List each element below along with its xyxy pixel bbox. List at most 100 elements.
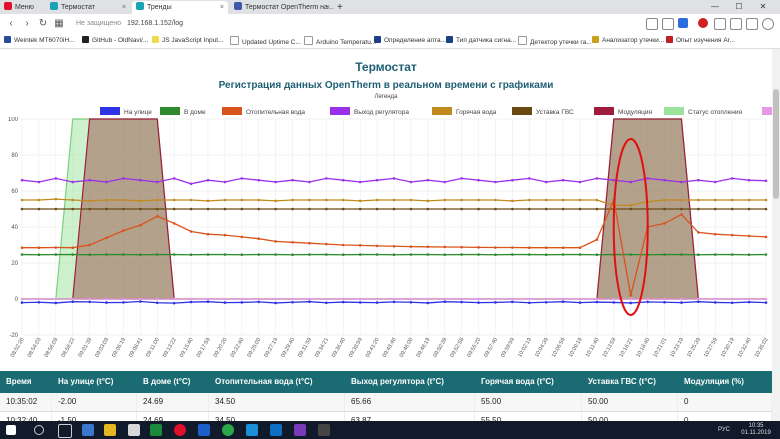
app-icon[interactable]: [150, 424, 162, 436]
keyboard-language[interactable]: РУС: [717, 427, 730, 433]
shield-icon[interactable]: [678, 18, 688, 28]
bookmark-item[interactable]: GitHub - OldNavi/...: [82, 36, 148, 46]
edge-icon[interactable]: [82, 424, 94, 436]
data-point: [477, 253, 480, 256]
outlook-icon[interactable]: [270, 424, 282, 436]
data-point: [443, 245, 447, 249]
column-header[interactable]: Отопительная вода (t°C): [215, 377, 313, 386]
data-point: [20, 301, 24, 304]
app-icon[interactable]: [198, 424, 210, 436]
legend-swatch: [100, 107, 120, 115]
tab-trends[interactable]: Тренды ×: [132, 1, 228, 14]
table-cell: 50.00: [582, 412, 678, 421]
legend-item[interactable]: Горячая вода: [432, 107, 496, 116]
data-point: [443, 207, 447, 211]
legend-swatch: [222, 107, 242, 115]
heart-icon[interactable]: [662, 18, 674, 30]
back-icon[interactable]: ‹: [9, 18, 13, 29]
data-point: [341, 178, 345, 182]
extension-icon[interactable]: [698, 18, 708, 28]
data-point: [578, 301, 582, 304]
profile-icon[interactable]: [762, 18, 774, 30]
bookmark-item[interactable]: Определение апта...: [374, 36, 446, 46]
data-point: [527, 177, 531, 180]
bookmark-item[interactable]: Тип датчика сигна...: [446, 36, 516, 46]
column-header[interactable]: На улице (t°C): [58, 377, 114, 386]
bookmark-item[interactable]: Weintek MT6070iH...: [4, 36, 75, 46]
column-header[interactable]: Уставка ГВС (t°C): [588, 377, 656, 386]
folder-icon[interactable]: [104, 424, 116, 436]
data-point: [308, 241, 311, 245]
download-icon[interactable]: [746, 18, 758, 30]
legend-item[interactable]: На улице: [100, 107, 152, 116]
close-icon[interactable]: ×: [219, 4, 224, 11]
bookmark-item[interactable]: Updated Uptime C...: [230, 36, 301, 48]
data-point: [392, 297, 396, 301]
data-point: [291, 241, 294, 244]
opera-icon[interactable]: [174, 424, 186, 436]
data-point: [477, 207, 480, 211]
legend-item[interactable]: Уставка ГВС: [512, 107, 574, 116]
whatsapp-icon[interactable]: [222, 424, 234, 436]
forward-icon[interactable]: ›: [25, 18, 29, 29]
tab-thermostat[interactable]: Термостат ×: [46, 1, 130, 14]
maximize-icon[interactable]: ☐: [735, 2, 743, 11]
scrollbar-thumb[interactable]: [773, 89, 779, 199]
data-point: [105, 253, 108, 256]
search-icon[interactable]: [34, 425, 44, 435]
minimize-icon[interactable]: —: [711, 2, 719, 11]
y-tick-label: 20: [11, 261, 18, 267]
bookmark-item[interactable]: JS JavaScript Input...: [152, 36, 223, 46]
bookmark-item[interactable]: Детектор утечки га...: [518, 36, 592, 48]
data-point: [409, 207, 413, 211]
close-icon[interactable]: ×: [121, 4, 126, 11]
data-point: [189, 253, 193, 257]
tab-opentherm[interactable]: Термостат OpenTherm на... ×: [230, 1, 334, 14]
column-header[interactable]: Модуляция (%): [684, 377, 744, 386]
camera-icon[interactable]: [646, 18, 658, 30]
tab-menu[interactable]: Меню: [0, 1, 44, 14]
data-point: [223, 180, 227, 184]
share-icon[interactable]: [714, 18, 726, 30]
reload-icon[interactable]: ↻: [38, 18, 48, 29]
legend-item[interactable]: В доме: [160, 107, 206, 116]
legend-item[interactable]: Модуляция: [594, 107, 652, 116]
url-field[interactable]: Не защищено 192.168.1.152/log: [76, 17, 636, 31]
data-point: [172, 177, 176, 180]
close-window-icon[interactable]: ✕: [759, 2, 767, 11]
home-grid-icon[interactable]: ▦: [54, 18, 64, 29]
bookmark-item[interactable]: Arduino Temperatu...: [304, 36, 376, 48]
legend-item[interactable]: Отопительная вода: [222, 107, 305, 116]
data-point: [629, 207, 633, 211]
data-point: [443, 180, 447, 184]
task-view-icon[interactable]: [58, 424, 72, 438]
data-point: [105, 180, 108, 184]
bookmark-item[interactable]: Опыт изучения Ar...: [666, 36, 735, 46]
data-point: [20, 178, 24, 182]
data-point: [105, 236, 108, 240]
data-point: [223, 253, 227, 256]
cube-icon[interactable]: [730, 18, 742, 30]
legend-item[interactable]: Выход регулятора: [330, 107, 409, 116]
column-header[interactable]: Выход регулятора (t°C): [351, 377, 444, 386]
gear-icon[interactable]: [128, 424, 140, 436]
data-point: [713, 297, 717, 301]
data-point: [764, 301, 768, 304]
column-header[interactable]: Время: [6, 377, 32, 386]
clock[interactable]: 10:35 01.11.2019: [736, 423, 776, 437]
close-icon[interactable]: ×: [325, 4, 330, 11]
app-icon[interactable]: [318, 424, 330, 436]
page-scrollbar[interactable]: [772, 49, 780, 421]
bookmark-item[interactable]: Анализатор утечки...: [592, 36, 664, 46]
column-header[interactable]: В доме (t°C): [143, 377, 191, 386]
legend-item[interactable]: Статус отопления: [664, 107, 742, 116]
app-icon[interactable]: [294, 424, 306, 436]
legend-item[interactable]: Статус ГВС: [762, 107, 772, 116]
new-tab-button[interactable]: +: [337, 1, 351, 14]
x-tick-label: 08:56:09: [44, 337, 60, 359]
x-tick-label: 10:18:40: [635, 337, 651, 359]
windows-start-icon[interactable]: [6, 425, 16, 435]
data-point: [341, 300, 345, 304]
skype-icon[interactable]: [246, 424, 258, 436]
column-header[interactable]: Горячая вода (t°C): [481, 377, 554, 386]
